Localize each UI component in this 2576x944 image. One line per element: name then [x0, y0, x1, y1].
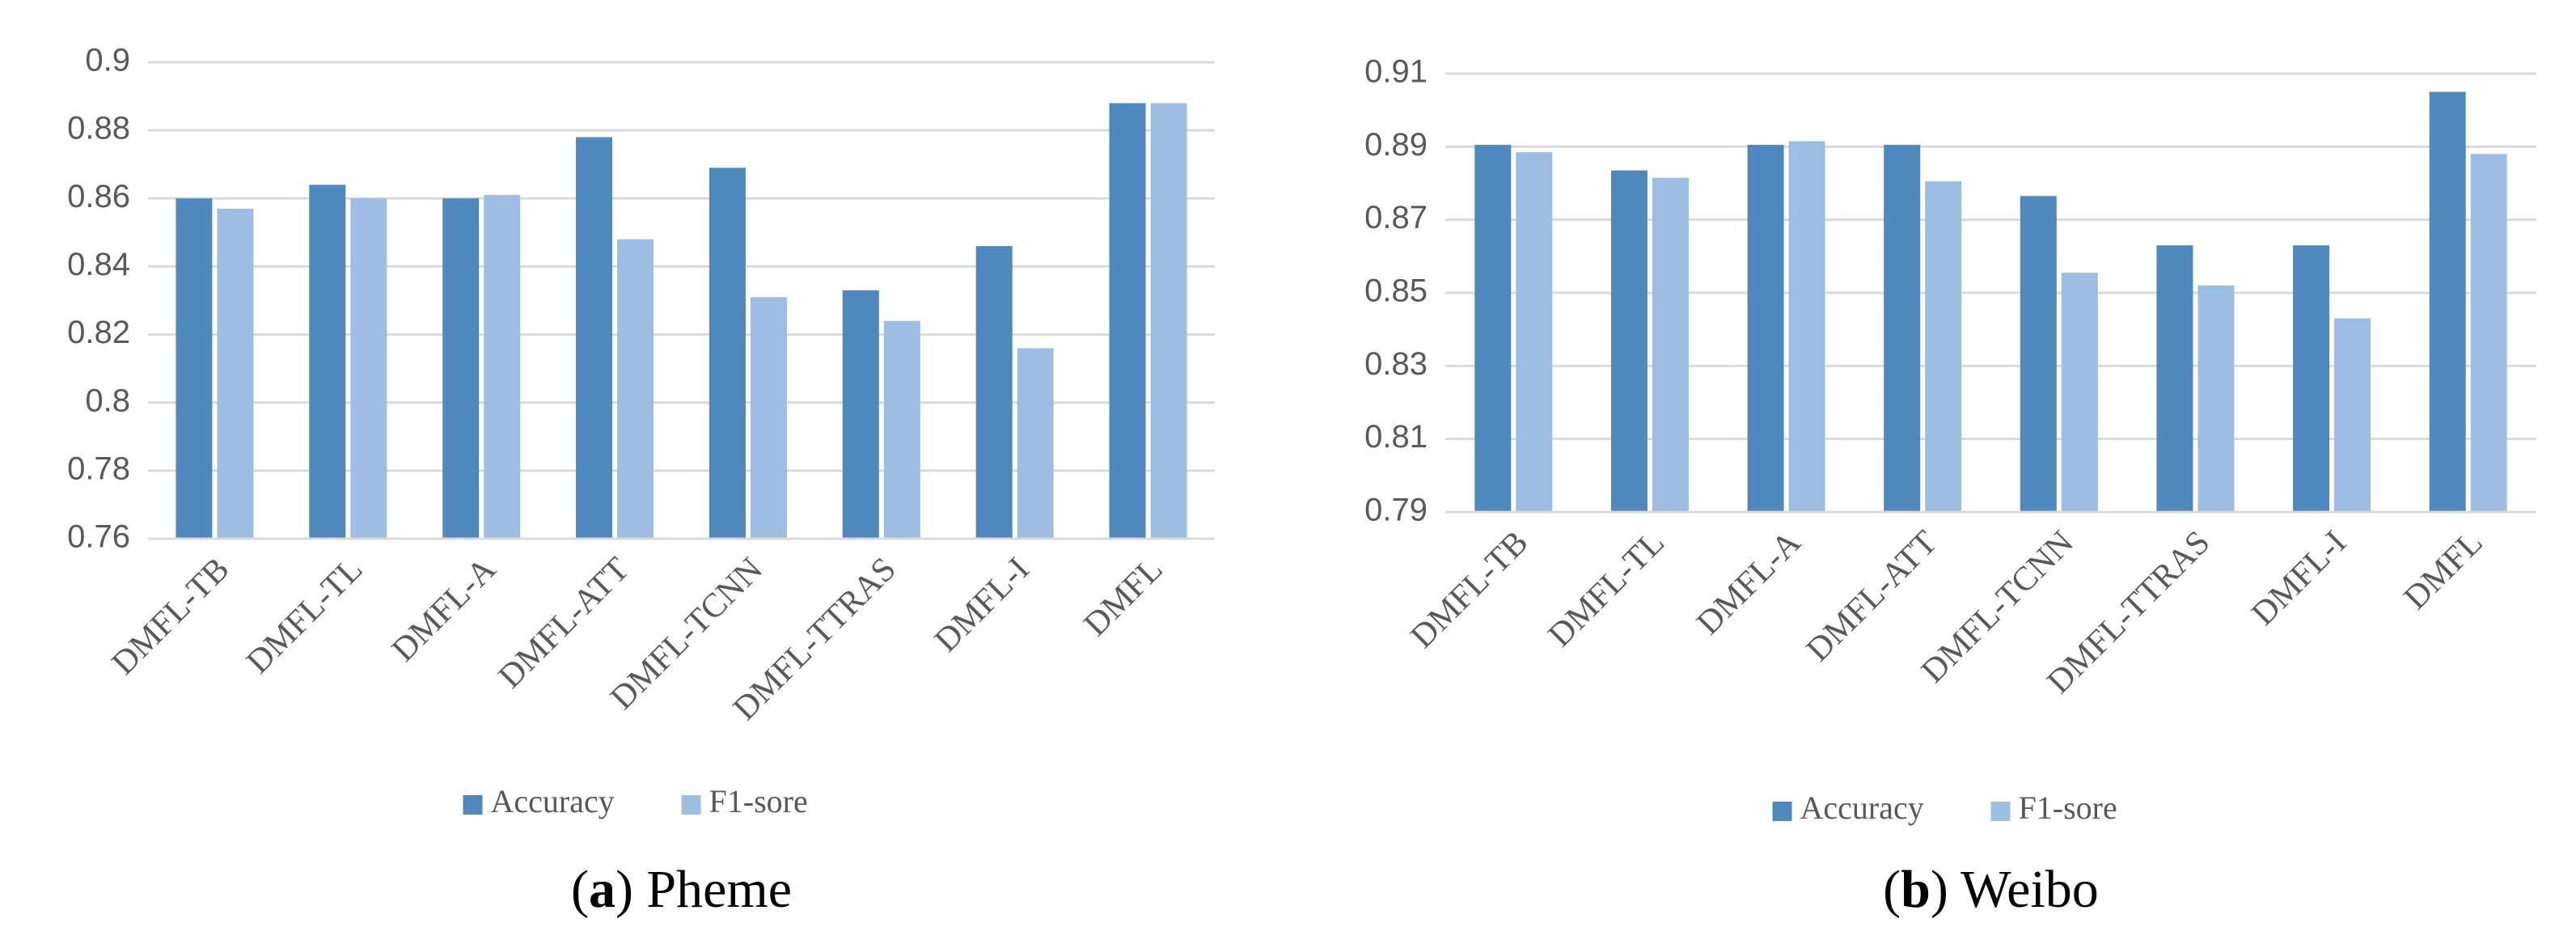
bar — [2020, 196, 2057, 512]
x-tick-label: DMFL-TL — [1542, 524, 1672, 654]
caption-part: ) Weibo — [1931, 860, 2099, 919]
bar — [2470, 154, 2507, 512]
x-tick-label: DMFL — [1077, 551, 1170, 644]
y-tick-label: 0.84 — [67, 247, 130, 282]
bar — [2156, 245, 2193, 512]
bar — [2197, 285, 2235, 512]
bar — [1474, 145, 1512, 512]
bar — [2429, 91, 2466, 513]
bar — [309, 184, 346, 539]
y-tick-label: 0.82 — [67, 315, 130, 350]
bar — [1925, 181, 1962, 512]
bar — [1747, 145, 1784, 512]
x-tick-label: DMFL-ATT — [1800, 524, 1944, 669]
bar — [1610, 170, 1648, 513]
bar — [217, 208, 254, 539]
bar — [2293, 245, 2330, 512]
y-tick-label: 0.86 — [67, 179, 130, 214]
bar — [617, 239, 654, 539]
y-tick-label: 0.83 — [1364, 346, 1428, 382]
x-tick-label: DMFL-ATT — [492, 551, 637, 696]
y-tick-label: 0.88 — [67, 111, 130, 146]
bar — [1516, 152, 1553, 512]
caption: (a) Pheme — [571, 860, 792, 919]
bar — [2334, 318, 2371, 512]
bar — [176, 198, 213, 540]
y-tick-label: 0.81 — [1364, 419, 1428, 455]
caption-part: ) Pheme — [615, 860, 792, 919]
bar — [2061, 273, 2098, 512]
bar — [1017, 348, 1054, 539]
bar — [484, 195, 521, 540]
x-tick-label: DMFL-A — [1690, 523, 1808, 642]
legend-label: Accuracy — [491, 783, 615, 819]
bar — [842, 290, 879, 539]
legend-swatch — [681, 795, 701, 815]
x-tick-label: DMFL-TB — [1403, 524, 1535, 656]
bar — [750, 297, 787, 539]
bar — [883, 320, 920, 539]
legend-label: F1-sore — [2019, 789, 2117, 826]
y-tick-label: 0.76 — [67, 519, 130, 555]
x-tick-label: DMFL — [2397, 524, 2490, 617]
y-tick-label: 0.89 — [1364, 127, 1428, 163]
bar — [709, 167, 746, 539]
caption: (b) Weibo — [1883, 860, 2099, 919]
bar — [975, 246, 1013, 539]
caption-part: b — [1901, 860, 1931, 919]
caption-part: ( — [1883, 860, 1901, 919]
caption-part: ( — [571, 860, 589, 919]
bar — [1652, 177, 1689, 512]
bar — [1150, 103, 1187, 539]
legend-swatch — [463, 795, 483, 815]
x-tick-label: DMFL-A — [385, 550, 504, 669]
x-tick-label: DMFL-I — [928, 551, 1037, 660]
y-tick-label: 0.87 — [1364, 200, 1428, 235]
legend-swatch — [1990, 802, 2011, 821]
caption-part: a — [589, 860, 615, 919]
x-tick-label: DMFL-TL — [239, 551, 370, 681]
y-tick-label: 0.9 — [85, 43, 130, 78]
bar — [350, 198, 387, 540]
y-tick-label: 0.91 — [1364, 54, 1428, 90]
y-tick-label: 0.85 — [1364, 273, 1428, 309]
bar — [576, 137, 613, 540]
legend-swatch — [1772, 802, 1792, 821]
x-tick-label: DMFL-I — [2244, 524, 2354, 633]
bar — [1109, 103, 1146, 539]
y-tick-label: 0.79 — [1364, 493, 1428, 528]
bar — [1788, 141, 1825, 512]
y-tick-label: 0.78 — [67, 451, 130, 486]
x-tick-label: DMFL-TB — [105, 551, 237, 683]
legend-label: F1-sore — [709, 783, 808, 819]
bar — [1884, 145, 1921, 512]
legend-label: Accuracy — [1800, 789, 1924, 826]
bar — [442, 198, 480, 540]
y-tick-label: 0.8 — [85, 383, 130, 418]
